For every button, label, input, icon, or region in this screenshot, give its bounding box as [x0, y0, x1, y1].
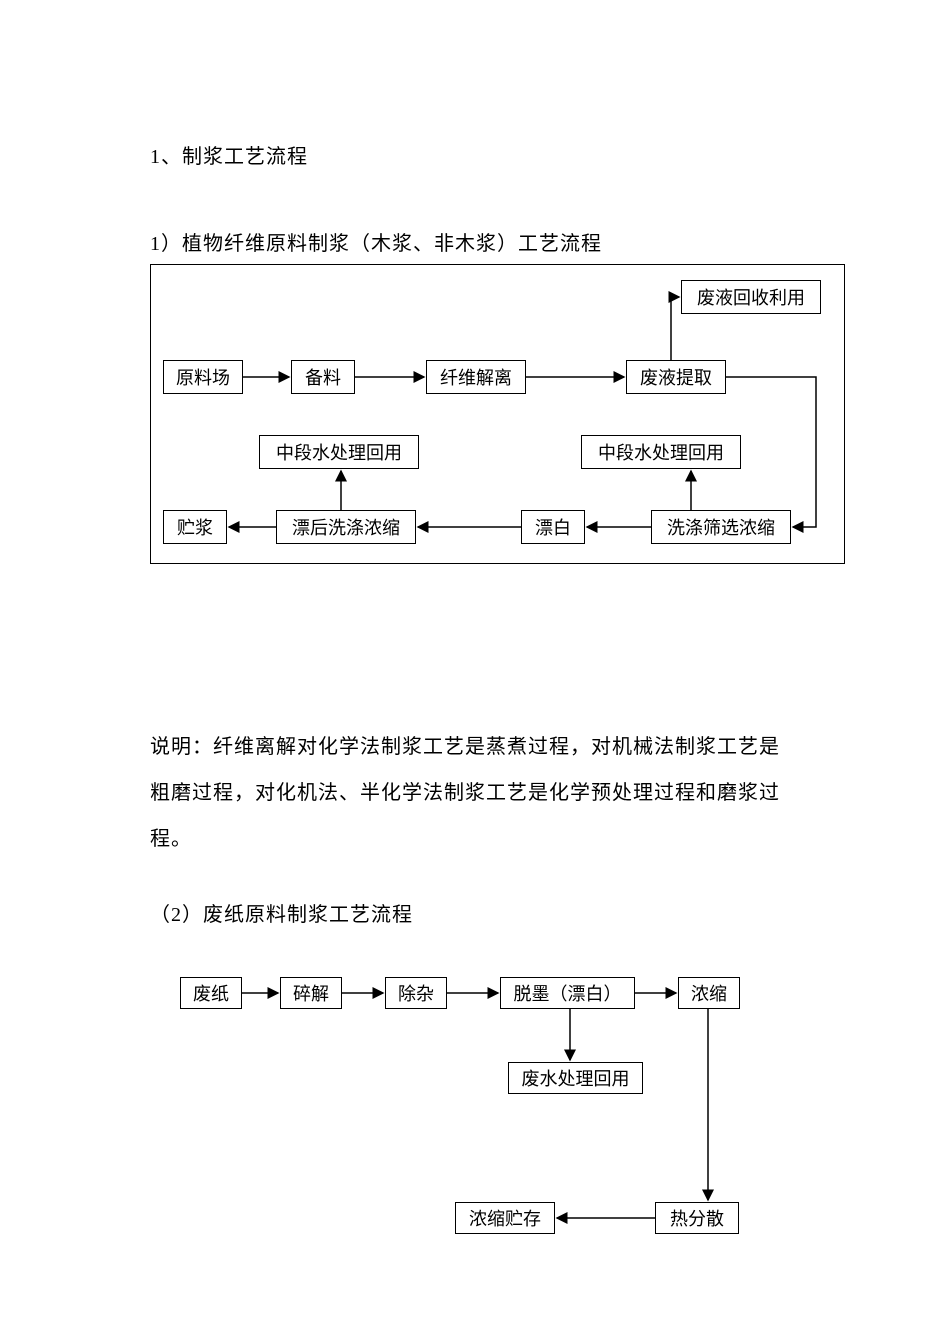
- heading-main: 1、制浆工艺流程: [150, 140, 795, 169]
- node-a5: 废液回收利用: [681, 280, 821, 314]
- node-a2: 备料: [291, 360, 355, 394]
- node-a3: 纤维解离: [426, 360, 526, 394]
- heading-sub1: 1）植物纤维原料制浆（木浆、非木浆）工艺流程: [150, 227, 795, 256]
- node-c1: 贮浆: [163, 510, 227, 544]
- node-p6: 废水处理回用: [508, 1062, 643, 1094]
- node-c2: 漂后洗涤浓缩: [276, 510, 416, 544]
- node-b1: 中段水处理回用: [259, 435, 419, 469]
- node-p4: 脱墨（漂白）: [500, 977, 635, 1009]
- node-a1: 原料场: [163, 360, 243, 394]
- diagram-1: 原料场 备料 纤维解离 废液提取 废液回收利用 中段水处理回用 中段水处理回用 …: [150, 264, 845, 564]
- node-p1: 废纸: [180, 977, 242, 1009]
- explanation-text: 说明：纤维离解对化学法制浆工艺是蒸煮过程，对机械法制浆工艺是粗磨过程，对化机法、…: [150, 724, 795, 862]
- node-c3: 漂白: [521, 510, 585, 544]
- heading-sub2: （2）废纸原料制浆工艺流程: [150, 898, 795, 927]
- node-p5: 浓缩: [678, 977, 740, 1009]
- node-p3: 除杂: [385, 977, 447, 1009]
- page: 1、制浆工艺流程 1）植物纤维原料制浆（木浆、非木浆）工艺流程 原料场 备料 纤…: [0, 0, 945, 1337]
- node-a4: 废液提取: [626, 360, 726, 394]
- diagram-2: 废纸 碎解 除杂 脱墨（漂白） 浓缩 废水处理回用 浓缩贮存 热分散: [180, 967, 750, 1257]
- node-c4: 洗涤筛选浓缩: [651, 510, 791, 544]
- node-p7: 浓缩贮存: [455, 1202, 555, 1234]
- node-p2: 碎解: [280, 977, 342, 1009]
- node-b2: 中段水处理回用: [581, 435, 741, 469]
- node-p8: 热分散: [655, 1202, 739, 1234]
